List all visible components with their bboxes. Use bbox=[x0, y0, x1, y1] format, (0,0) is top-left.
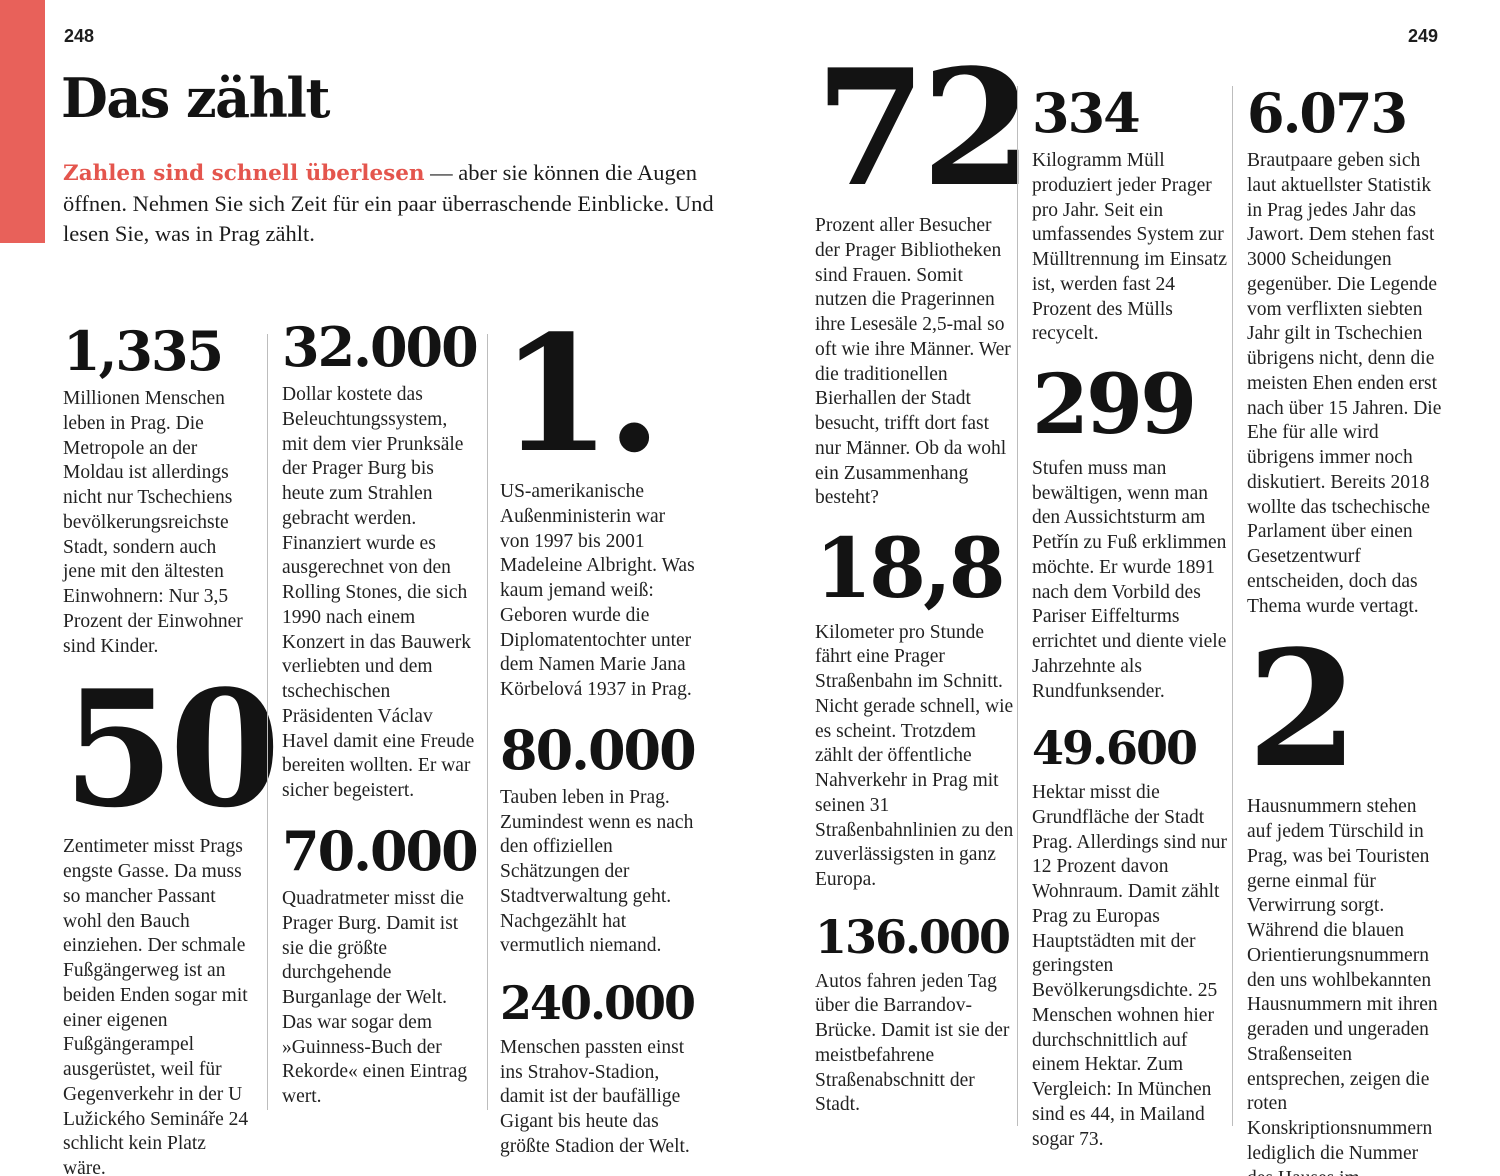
stat-text: Menschen passten einst ins Strahov-Stadi… bbox=[500, 1036, 690, 1157]
stat-number: 18,8 bbox=[815, 521, 1006, 617]
stat-number: 80.000 bbox=[500, 717, 697, 782]
stat-number: 49.600 bbox=[1032, 721, 1198, 776]
intro-highlight: Zahlen sind schnell überlesen bbox=[63, 161, 425, 186]
stat-column: 1,335 Millionen Menschen leben in Prag. … bbox=[63, 319, 281, 1176]
stat-text: Hausnummern stehen auf jedem Türschild i… bbox=[1247, 796, 1438, 1176]
stat-number: 299 bbox=[1032, 357, 1197, 454]
stat-text: Autos fahren jeden Tag über die Barrando… bbox=[815, 970, 1010, 1116]
red-accent-bar bbox=[0, 0, 45, 243]
stat-number: 334 bbox=[1032, 81, 1141, 145]
stat-number: 72 bbox=[815, 34, 1033, 222]
stat-item: 49.600 Hektar misst die Grundfläche der … bbox=[1032, 721, 1228, 1152]
stat-item: 50 Zentimeter misst Prags engste Gasse. … bbox=[63, 655, 281, 1176]
stat-number: 70.000 bbox=[282, 818, 479, 883]
stat-number: 32.000 bbox=[282, 315, 479, 379]
stat-column: 32.000 Dollar kostete das Beleuchtungssy… bbox=[282, 315, 479, 1110]
page-number-right: 249 bbox=[1407, 26, 1438, 46]
stat-text: Dollar kostete das Beleuchtungssystem, m… bbox=[282, 384, 475, 802]
stat-item: 72 Prozent aller Besucher der Prager Bib… bbox=[815, 34, 1033, 511]
stat-number: 2 bbox=[1247, 615, 1358, 804]
stat-text: Prozent aller Besucher der Prager Biblio… bbox=[815, 215, 1011, 509]
intro-paragraph: Zahlen sind schnell überlesen — aber sie… bbox=[63, 158, 728, 248]
stat-text: US-amerikanische Außenministerin war von… bbox=[500, 481, 695, 700]
stat-number: 50 bbox=[63, 655, 281, 844]
stat-item: 1. US-amerikanische Außenministerin war … bbox=[500, 300, 696, 703]
page-title: Das zählt bbox=[61, 66, 330, 130]
stat-item: 32.000 Dollar kostete das Beleuchtungssy… bbox=[282, 315, 479, 804]
stat-number: 1,335 bbox=[63, 319, 224, 383]
stat-text: Millionen Menschen leben in Prag. Die Me… bbox=[63, 388, 243, 657]
intro-rest: — aber sie können die Augen öffnen. Nehm… bbox=[63, 160, 714, 246]
stat-number: 1. bbox=[500, 300, 662, 488]
stat-item: 80.000 Tauben leben in Prag. Zumindest w… bbox=[500, 717, 697, 959]
stat-column: 72 Prozent aller Besucher der Prager Bib… bbox=[815, 34, 1033, 1118]
stat-number: 6.073 bbox=[1247, 81, 1408, 145]
stat-item: 136.000 Autos fahren jeden Tag über die … bbox=[815, 909, 1015, 1118]
stat-item: 18,8 Kilometer pro Stunde fährt eine Pra… bbox=[815, 521, 1015, 893]
stat-text: Zentimeter misst Prags engste Gasse. Da … bbox=[63, 836, 249, 1176]
stat-text: Stufen muss man bewältigen, wenn man den… bbox=[1032, 457, 1227, 702]
stat-column: 6.073 Brautpaare geben sich laut aktuell… bbox=[1247, 81, 1443, 1176]
column-divider bbox=[1017, 86, 1018, 1126]
stat-item: 299 Stufen muss man bewältigen, wenn man… bbox=[1032, 357, 1228, 704]
column-divider bbox=[1232, 86, 1233, 1126]
stat-text: Kilogramm Müll produziert jeder Prager p… bbox=[1032, 150, 1227, 345]
stat-number: 240.000 bbox=[500, 976, 696, 1031]
stat-text: Quadratmeter misst die Prager Burg. Dami… bbox=[282, 888, 468, 1108]
stat-text: Brautpaare geben sich laut aktuellster S… bbox=[1247, 150, 1442, 617]
stat-text: Kilometer pro Stunde fährt eine Prager S… bbox=[815, 621, 1014, 891]
stat-item: 70.000 Quadratmeter misst die Prager Bur… bbox=[282, 818, 479, 1110]
stat-item: 1,335 Millionen Menschen leben in Prag. … bbox=[63, 319, 253, 659]
stat-text: Tauben leben in Prag. Zumindest wenn es … bbox=[500, 786, 694, 957]
stat-column: 334 Kilogramm Müll produziert jeder Prag… bbox=[1032, 81, 1228, 1152]
column-divider bbox=[267, 334, 268, 1110]
stat-text: Hektar misst die Grundfläche der Stadt P… bbox=[1032, 782, 1227, 1150]
stat-number: 136.000 bbox=[815, 909, 1011, 964]
stat-item: 6.073 Brautpaare geben sich laut aktuell… bbox=[1247, 81, 1443, 619]
column-divider bbox=[487, 334, 488, 1110]
stat-item: 2 Hausnummern stehen auf jedem Türschild… bbox=[1247, 615, 1443, 1176]
stat-item: 334 Kilogramm Müll produziert jeder Prag… bbox=[1032, 81, 1228, 347]
stat-column: 1. US-amerikanische Außenministerin war … bbox=[500, 300, 697, 1160]
stat-item: 240.000 Menschen passten einst ins Strah… bbox=[500, 976, 696, 1160]
page-number-left: 248 bbox=[64, 26, 95, 46]
